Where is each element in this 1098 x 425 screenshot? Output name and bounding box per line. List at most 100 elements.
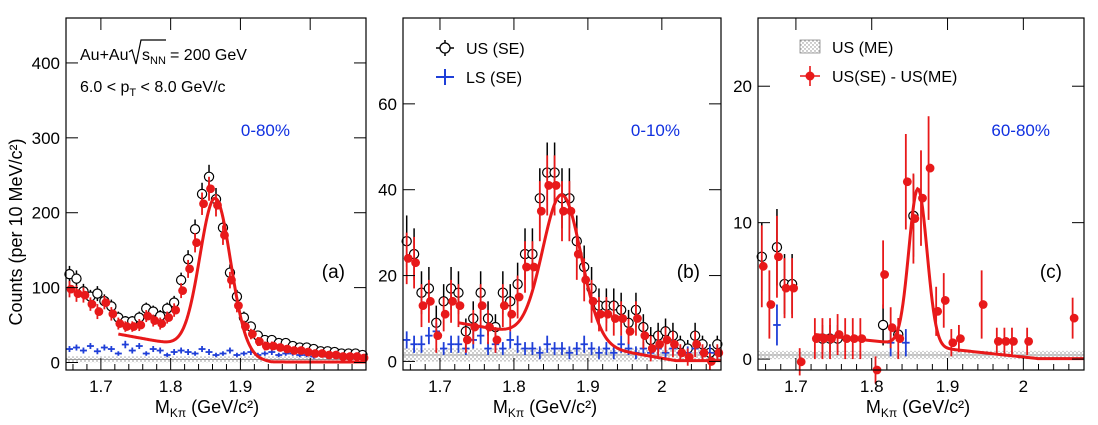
x-tick-label: 1.8 [860, 377, 884, 396]
ls-se-point [476, 327, 485, 345]
ls-se-point [163, 352, 171, 358]
x-tick-label: 1.9 [576, 377, 600, 396]
ls-se-point [403, 331, 411, 349]
y-axis-title: Counts (per 10 MeV/c²) [6, 138, 26, 325]
difference-point [115, 317, 125, 330]
difference-point [433, 318, 443, 353]
xlabel-main: M [493, 397, 508, 417]
ls-se-point [573, 342, 581, 355]
difference-point [978, 270, 988, 339]
difference-point [573, 228, 583, 280]
y-tick-label: 0 [51, 354, 60, 373]
ls-se-point [595, 346, 603, 360]
difference-point [948, 329, 958, 357]
difference-point [485, 309, 494, 345]
difference-point [536, 181, 546, 242]
ls-se-point [261, 351, 269, 356]
x-tick-label: 1.8 [159, 377, 183, 396]
difference-point [1009, 327, 1018, 355]
difference-point [352, 352, 362, 361]
ls-se-point [177, 347, 185, 354]
plot-frame [65, 17, 367, 371]
difference-point [338, 352, 348, 361]
panel-label: (c) [1040, 262, 1062, 283]
us-se-point [71, 270, 82, 287]
difference-point [1069, 297, 1079, 339]
ls-se-point [114, 351, 122, 356]
svg-text:MKπ (GeV/c²): MKπ (GeV/c²) [493, 397, 597, 420]
difference-point [129, 321, 139, 332]
ls-se-point [86, 343, 94, 350]
panel-a: 1.7 1.8 1.9 2 0 100 200 300 400 0-80% (a) [32, 17, 369, 396]
y-tick-label: 300 [32, 129, 60, 148]
difference-point [699, 344, 709, 362]
ls-se-point [135, 343, 143, 350]
difference-point [261, 341, 271, 351]
ls-se-point [521, 342, 529, 355]
ls-se-point [121, 340, 129, 349]
us-se-point [877, 304, 889, 346]
panel-label: (a) [322, 262, 345, 283]
x-tick-label: 2 [305, 377, 314, 396]
x-tick-label: 1.7 [428, 377, 452, 396]
difference-point [462, 327, 472, 353]
difference-point [1001, 327, 1011, 355]
ls-se-point [506, 331, 514, 349]
y-tick-label: 0 [388, 352, 397, 371]
ls-se-point [205, 349, 213, 356]
difference-point [359, 353, 369, 363]
difference-point [956, 324, 965, 353]
ls-se-point [128, 347, 136, 354]
plot-frame [757, 17, 1085, 371]
difference-point [933, 286, 943, 336]
difference-point [910, 173, 920, 264]
ls-se-point [543, 335, 551, 353]
pt-label-sub: T [129, 87, 136, 99]
centrality-label: 0-80% [241, 121, 290, 140]
difference-point [499, 284, 509, 328]
difference-point [849, 318, 859, 360]
difference-point [918, 150, 927, 246]
difference-point [774, 215, 783, 298]
ls-se-point [240, 351, 248, 356]
difference-point [477, 284, 487, 328]
difference-point [164, 311, 174, 324]
difference-point [94, 304, 104, 320]
ls-se-point [149, 346, 157, 353]
legend-marker-us-me [799, 39, 821, 54]
difference-point [418, 284, 428, 328]
ls-se-point [902, 329, 910, 357]
ls-se-point [275, 352, 283, 358]
legend-label-ls-se: LS (SE) [466, 70, 522, 87]
difference-point [662, 327, 672, 353]
difference-point [254, 337, 264, 347]
difference-point [470, 309, 480, 345]
difference-point [80, 287, 90, 303]
svg-text:6.0 < pT < 8.0 GeV/c: 6.0 < pT < 8.0 GeV/c [80, 79, 226, 99]
difference-point [618, 301, 628, 336]
difference-point [551, 155, 561, 216]
difference-point [647, 335, 657, 362]
xlabel-unit: (GeV/c²) [524, 397, 597, 417]
difference-point [324, 350, 334, 360]
y-tick-label: 200 [32, 204, 60, 223]
ls-se-point [100, 344, 108, 351]
y-tick-label: 10 [733, 214, 752, 233]
difference-point [492, 327, 502, 353]
legend-label-us-se: US (SE) [466, 41, 525, 58]
legend-c: US (ME) US(SE) - US(ME) [799, 39, 957, 86]
plot-frame [402, 17, 722, 371]
difference-point [588, 279, 598, 323]
difference-point [289, 346, 299, 355]
y-tick-label: 60 [378, 95, 397, 114]
difference-point [171, 303, 181, 317]
difference-point [655, 331, 665, 358]
difference-point [507, 297, 517, 332]
ls-se-point [602, 342, 611, 355]
difference-point [220, 225, 229, 245]
svg-text:MKπ (GeV/c²): MKπ (GeV/c²) [155, 397, 259, 420]
difference-point [87, 297, 97, 311]
sqrt-s-label: s [142, 47, 150, 64]
fit-curve [118, 196, 366, 364]
